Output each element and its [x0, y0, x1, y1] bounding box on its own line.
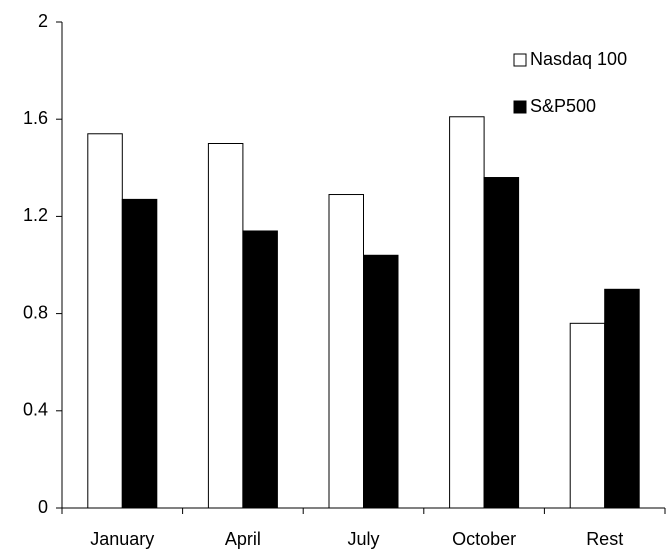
y-tick-label: 0.8 [23, 302, 48, 322]
y-tick-label: 0.4 [23, 400, 48, 420]
x-tick-label: April [225, 529, 261, 549]
bar [569, 322, 606, 509]
y-tick-label: 2 [38, 11, 48, 31]
bar [449, 116, 485, 509]
bar [121, 198, 158, 509]
legend-swatch [513, 100, 527, 114]
y-tick-label: 0 [38, 497, 48, 517]
legend-label: S&P500 [530, 96, 596, 116]
x-tick-label: January [90, 529, 154, 549]
bar [363, 254, 399, 509]
legend-label: Nasdaq 100 [530, 49, 627, 69]
x-tick-label: October [452, 529, 516, 549]
bar [207, 143, 244, 509]
x-tick-label: Rest [586, 529, 623, 549]
y-tick-label: 1.2 [23, 205, 48, 225]
bar [242, 230, 278, 509]
x-tick-label: July [347, 529, 379, 549]
bar [87, 133, 123, 509]
bar [604, 288, 640, 509]
legend-swatch [513, 53, 527, 67]
bar [328, 194, 364, 509]
y-tick-label: 1.6 [23, 108, 48, 128]
bar [483, 177, 520, 509]
